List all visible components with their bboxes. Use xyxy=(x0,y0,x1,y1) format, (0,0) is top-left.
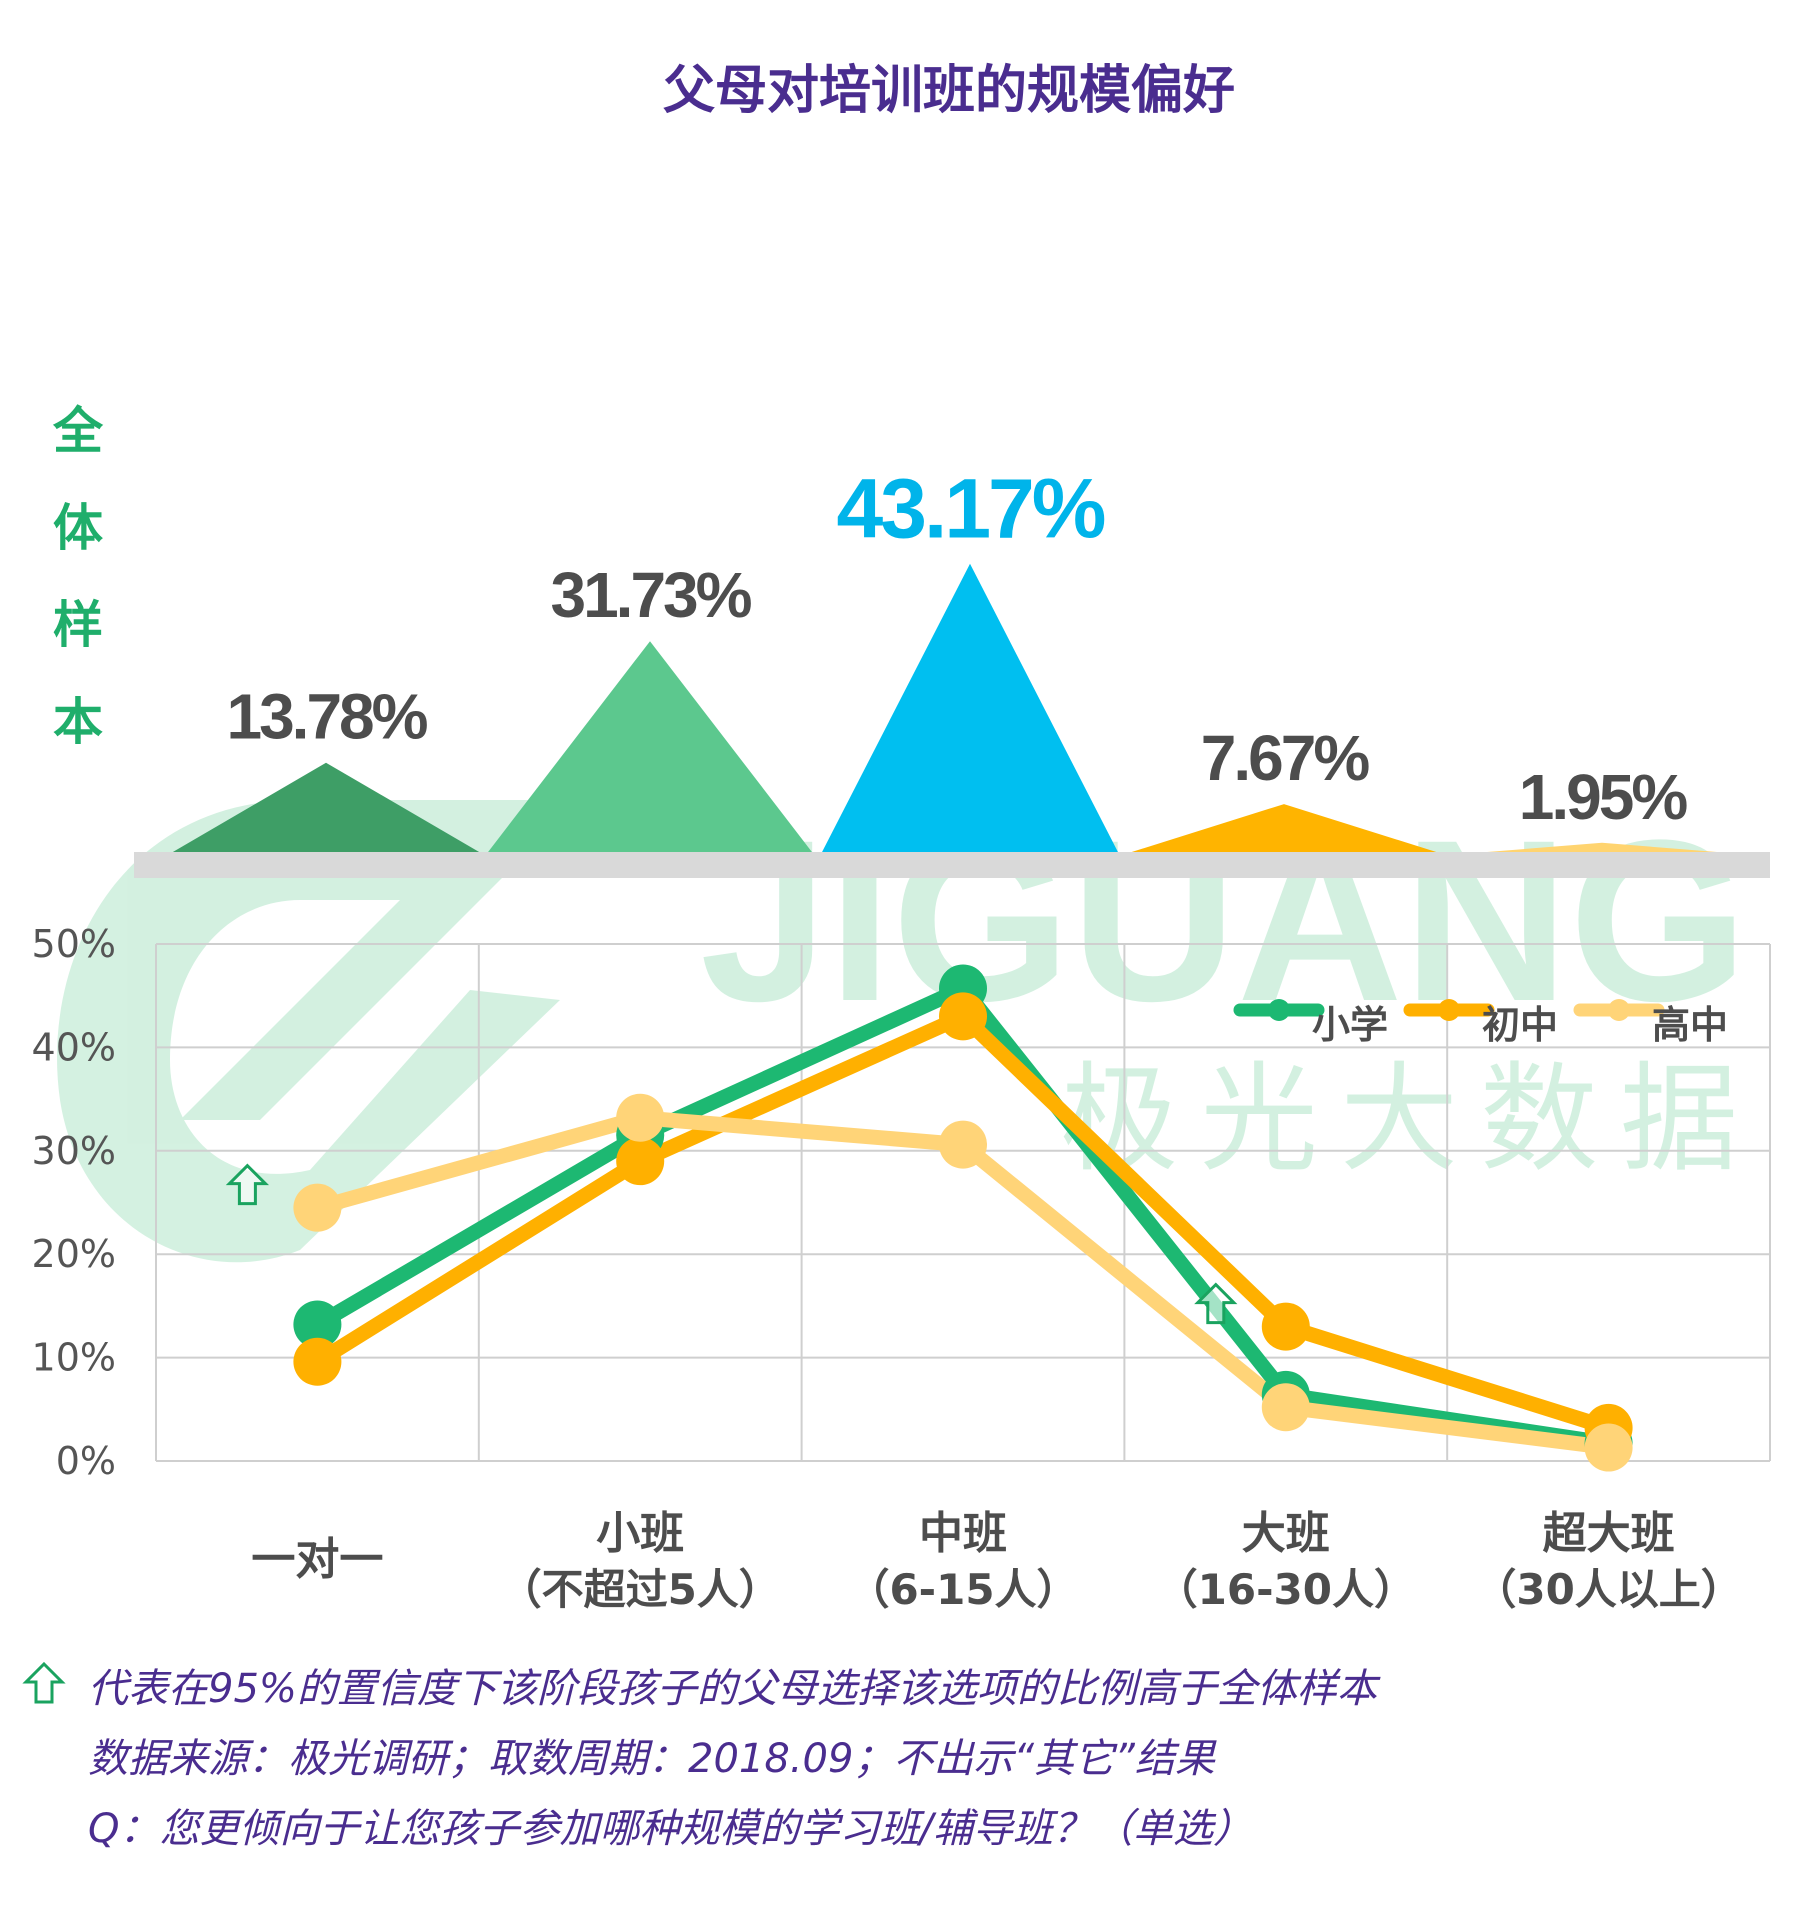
overall-triangle-4 xyxy=(1119,804,1449,856)
legend: 小学 初中 高中 xyxy=(1233,999,1728,1047)
footnote-source: 数据来源：极光调研；取数周期：2018.09；不出示“其它”结果 xyxy=(88,1736,1215,1782)
legend-label-3: 高中 xyxy=(1652,1003,1728,1047)
xtick-label-2: 小班 xyxy=(596,1508,684,1559)
overall-value-label-5: 1.95% xyxy=(1519,761,1688,833)
legend-marker-3 xyxy=(1608,999,1630,1021)
ytick-label-5: 50% xyxy=(32,922,116,966)
footnote-arrow-shape xyxy=(22,1661,66,1704)
xtick-sublabel-4: （16-30人） xyxy=(1156,1565,1416,1614)
ytick-label-1: 10% xyxy=(32,1336,116,1380)
series-point-2-1 xyxy=(293,1337,342,1386)
ytick-label-4: 40% xyxy=(32,1025,116,1069)
series-point-3-4 xyxy=(1261,1383,1310,1432)
watermark: JIGUANG 极光大数据 xyxy=(57,792,1760,1263)
series-point-3-2 xyxy=(616,1093,665,1142)
xtick-label-3: 中班 xyxy=(919,1508,1007,1559)
sample-label: 全体样本 xyxy=(52,402,104,751)
series-point-2-2 xyxy=(616,1137,665,1186)
xtick-label-5: 超大班 xyxy=(1543,1508,1675,1559)
overall-sample-chart: 13.78% 31.73% 43.17% 7.67% 1.95% xyxy=(134,462,1770,878)
legend-label-1: 小学 xyxy=(1312,1003,1388,1047)
overall-triangle-3 xyxy=(820,563,1120,856)
sample-label-text: 全体样本 xyxy=(52,402,104,751)
series-point-3-3 xyxy=(939,1120,987,1169)
series-point-2-3 xyxy=(939,992,987,1041)
overall-value-label-4: 7.67% xyxy=(1201,722,1370,794)
footnote-question: Q：您更倾向于让您孩子参加哪种规模的学习班/辅导班？（单选） xyxy=(88,1806,1253,1852)
watermark-logo-stripe xyxy=(180,860,520,1120)
series-point-3-5 xyxy=(1584,1423,1633,1472)
chart-title: 父母对培训班的规模偏好 xyxy=(663,61,1235,121)
baseline-bar xyxy=(134,852,1770,878)
significance-arrow-icon-1 xyxy=(225,1163,270,1206)
xtick-label-4: 大班 xyxy=(1242,1508,1330,1559)
xtick-sublabel-2: （不超过5人） xyxy=(500,1565,781,1614)
legend-marker-2 xyxy=(1438,999,1460,1021)
significance-arrow-icon-2 xyxy=(1194,1282,1238,1325)
watermark-logo xyxy=(57,800,560,1263)
legend-label-2: 初中 xyxy=(1482,1003,1558,1047)
overall-value-label-3: 43.17% xyxy=(837,462,1105,556)
series-point-2-4 xyxy=(1261,1302,1310,1351)
xtick-sublabel-3: （6-15人） xyxy=(847,1565,1078,1614)
ytick-label-0: 0% xyxy=(56,1439,116,1483)
stage-line-chart: 0% 10% 20% 30% 40% 50% 一对一 小班 （不超过5人） 中班 （6-15人） 大… xyxy=(32,922,1771,1614)
overall-triangle-2 xyxy=(485,641,815,856)
watermark-cn: 极光大数据 xyxy=(1060,1050,1760,1188)
overall-value-label-1: 13.78% xyxy=(226,681,427,753)
footnote-arrow-icon xyxy=(22,1661,66,1704)
overall-value-label-2: 31.73% xyxy=(550,559,751,631)
xtick-label-1: 一对一 xyxy=(251,1534,383,1585)
ytick-label-2: 20% xyxy=(32,1232,116,1276)
overall-triangle-1 xyxy=(166,762,486,856)
ytick-label-3: 30% xyxy=(32,1129,116,1173)
series-point-3-1 xyxy=(293,1183,342,1232)
legend-marker-1 xyxy=(1268,999,1290,1021)
footnote-significance: 代表在95%的置信度下该阶段孩子的父母选择该选项的比例高于全体样本 xyxy=(88,1666,1377,1712)
xtick-sublabel-5: （30人以上） xyxy=(1474,1565,1742,1614)
series-point-1-1 xyxy=(293,1300,342,1349)
